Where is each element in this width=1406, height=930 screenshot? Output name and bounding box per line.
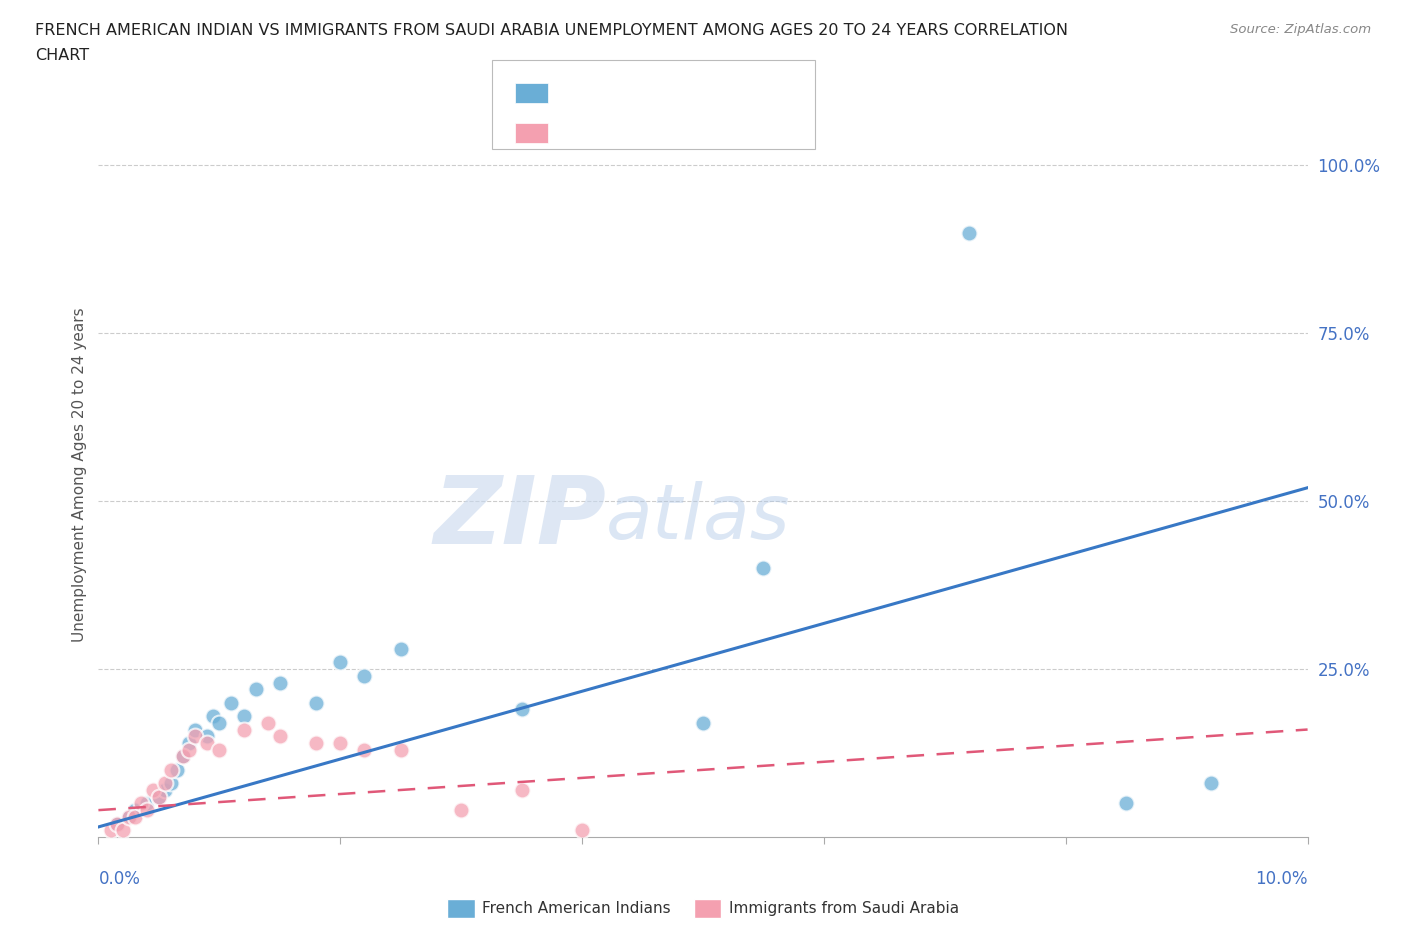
Point (752, 561, 775, 576)
Point (510, 782, 533, 797)
Point (124, 809, 146, 824)
Point (172, 749, 194, 764)
Point (153, 776, 176, 790)
Point (221, 696, 243, 711)
Point (269, 729, 291, 744)
Text: 0.401: 0.401 (598, 84, 645, 99)
Point (195, 736, 218, 751)
Text: R =: R = (555, 124, 589, 139)
Text: atlas: atlas (606, 481, 790, 555)
Point (353, 669, 375, 684)
Point (353, 742, 375, 757)
Point (142, 782, 165, 797)
Point (148, 790, 170, 804)
Point (160, 776, 183, 790)
Point (179, 742, 201, 757)
Point (329, 655, 352, 670)
Point (179, 736, 201, 751)
Point (389, 742, 412, 757)
Text: 24: 24 (686, 84, 707, 99)
Point (571, 823, 593, 838)
Text: 26: 26 (686, 124, 707, 139)
Point (232, 709, 254, 724)
Point (329, 736, 352, 751)
Text: N =: N = (644, 124, 688, 139)
Point (166, 763, 188, 777)
Point (184, 729, 207, 744)
Point (245, 682, 267, 697)
Point (692, 715, 714, 730)
Point (305, 696, 328, 711)
Point (1115, 796, 1137, 811)
Point (135, 796, 157, 811)
Point (208, 715, 231, 730)
Text: N =: N = (644, 84, 688, 99)
Point (105, 817, 128, 831)
Point (118, 809, 141, 824)
Point (111, 823, 134, 838)
Point (232, 722, 254, 737)
Point (195, 729, 218, 744)
Point (957, 225, 980, 240)
Point (148, 790, 170, 804)
Point (389, 642, 412, 657)
Point (172, 749, 194, 764)
Text: Source: ZipAtlas.com: Source: ZipAtlas.com (1230, 23, 1371, 36)
Point (160, 763, 183, 777)
Text: ZIP: ZIP (433, 472, 606, 564)
Point (256, 715, 278, 730)
Point (105, 817, 128, 831)
Point (269, 675, 291, 690)
Point (124, 803, 146, 817)
Point (100, 823, 122, 838)
Point (510, 702, 533, 717)
Point (208, 742, 231, 757)
Text: R =: R = (555, 84, 589, 99)
Text: CHART: CHART (35, 48, 89, 63)
Y-axis label: Unemployment Among Ages 20 to 24 years: Unemployment Among Ages 20 to 24 years (72, 307, 87, 642)
Point (202, 709, 225, 724)
Text: FRENCH AMERICAN INDIAN VS IMMIGRANTS FROM SAUDI ARABIA UNEMPLOYMENT AMONG AGES 2: FRENCH AMERICAN INDIAN VS IMMIGRANTS FRO… (35, 23, 1069, 38)
Text: 0.123: 0.123 (598, 124, 645, 139)
Point (184, 722, 207, 737)
Point (135, 803, 157, 817)
Point (153, 782, 176, 797)
Point (305, 736, 328, 751)
Point (129, 796, 152, 811)
Text: 10.0%: 10.0% (1256, 870, 1308, 887)
Point (118, 809, 141, 824)
Text: 0.0%: 0.0% (98, 870, 141, 887)
Point (450, 803, 472, 817)
Legend: French American Indians, Immigrants from Saudi Arabia: French American Indians, Immigrants from… (441, 893, 965, 923)
Point (1199, 776, 1222, 790)
